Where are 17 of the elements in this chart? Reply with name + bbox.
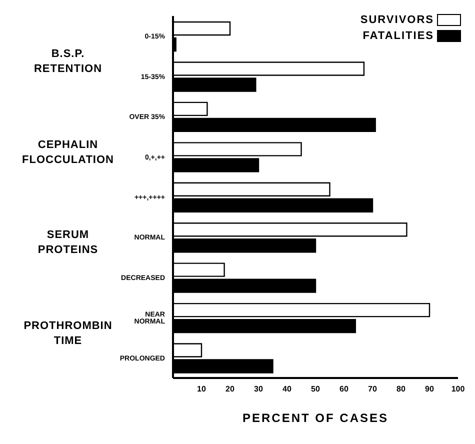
x-tick-label: 10 [197,384,206,394]
legend-label: FATALITIES [362,30,434,42]
x-tick-label: 60 [340,384,349,394]
text: CEPHALIN FLOCCULATION [21,138,115,168]
legend-label: SURVIVORS [360,14,434,26]
x-tick-label: 50 [311,384,320,394]
x-tick-label: 40 [282,384,292,394]
text: SERUM PROTEINS [36,228,100,258]
x-tick-label: 80 [396,384,406,394]
x-tick-label: 70 [368,384,378,394]
text: PROTHROMBIN TIME [22,318,114,349]
x-axis-title: PERCENT OF CASES [242,411,389,425]
x-tick-label: 100 [451,384,466,394]
x-tick-label: 20 [226,384,235,394]
x-tick-label: 90 [425,384,434,394]
text: B.S.P. RETENTION [32,47,104,78]
x-tick-label: 30 [254,384,264,394]
